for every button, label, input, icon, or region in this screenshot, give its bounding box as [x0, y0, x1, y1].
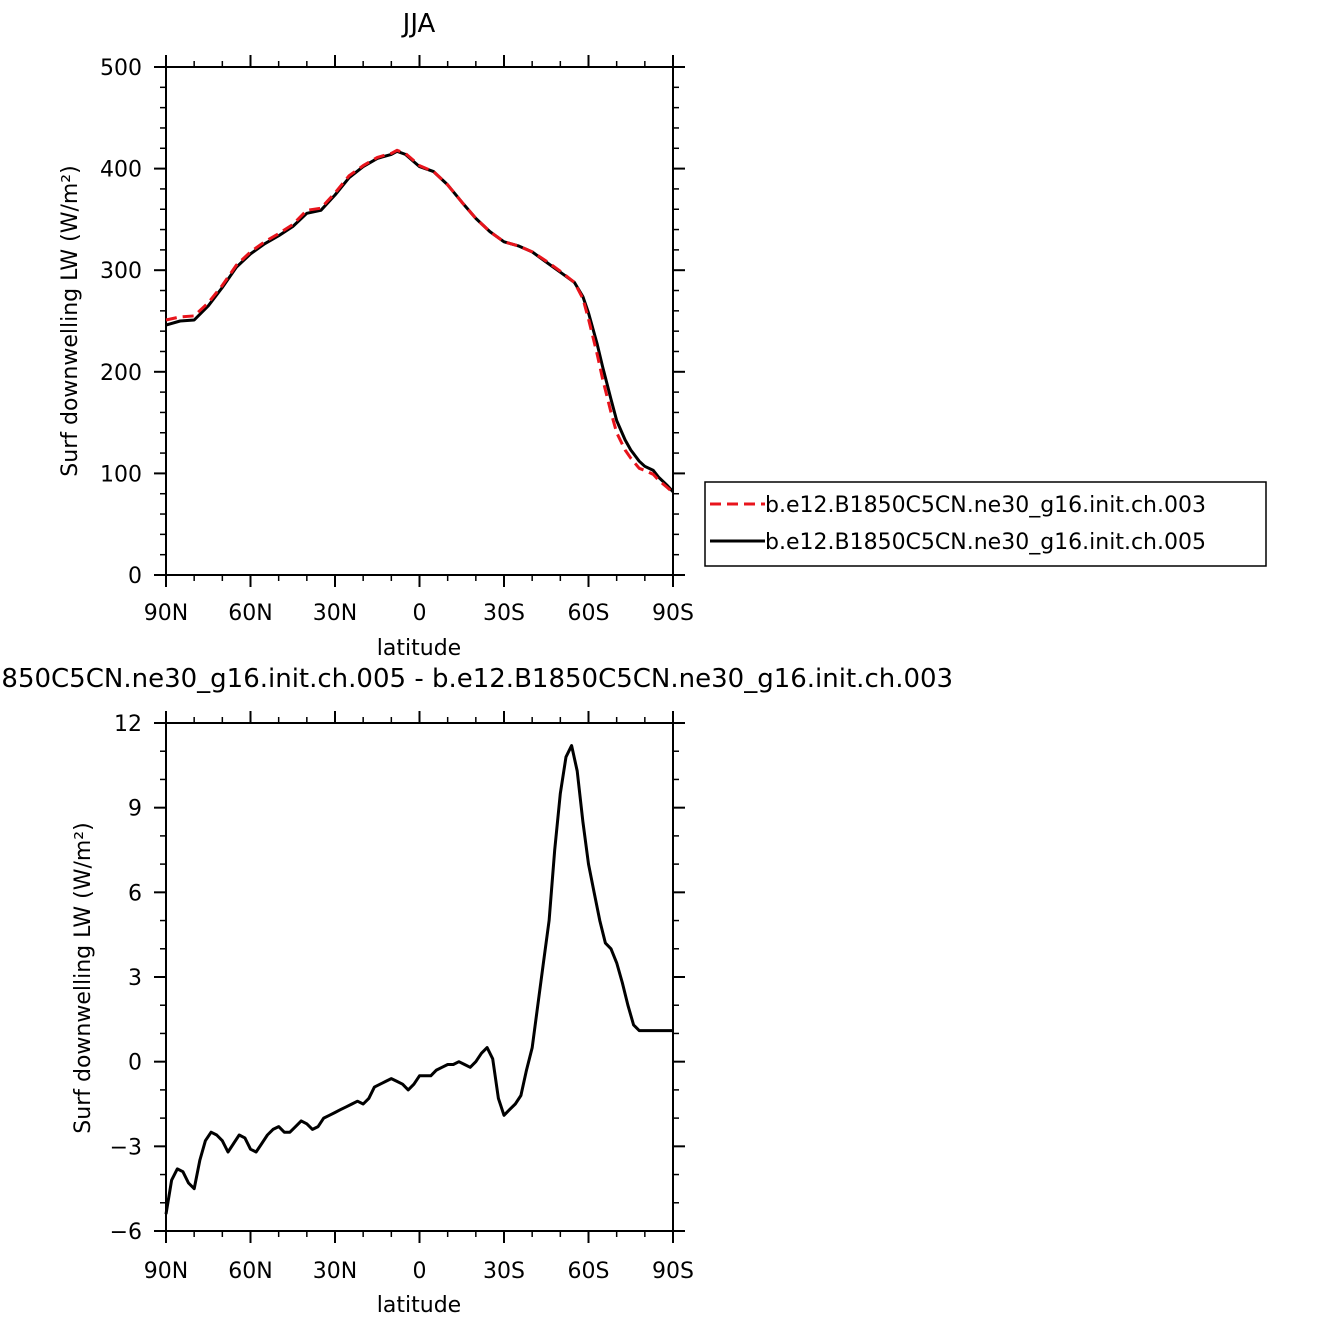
bottom-x-axis-label: latitude: [377, 1293, 461, 1318]
top-y-tick-label: 100: [100, 462, 142, 487]
top-y-tick-label: 300: [100, 259, 142, 284]
top-chart-title: JJA: [401, 9, 436, 39]
legend-box: [704, 481, 1267, 567]
bottom-x-tick-label: 30S: [483, 1259, 525, 1284]
bottom-panel: b.e12.B1850C5CN.ne30_g16.init.ch.005 - b…: [0, 664, 953, 1318]
top-y-tick-label: 500: [100, 56, 142, 81]
bottom-chart-title: b.e12.B1850C5CN.ne30_g16.init.ch.005 - b…: [0, 664, 953, 694]
bottom-x-tick-label: 60N: [228, 1259, 272, 1284]
bottom-plot-area: −6 −3 0 3 6 9 12 90N 60N 30N 0 30S 60S 90S: [110, 711, 694, 1284]
bottom-y-tick-label: −6: [110, 1220, 142, 1245]
top-x-tick-label: 60N: [228, 601, 272, 626]
bottom-y-tick-label: 3: [128, 966, 142, 991]
top-y-tick-label: 200: [100, 361, 142, 386]
top-series-line-003: [165, 148, 675, 494]
top-x-tick-label: 60S: [568, 601, 610, 626]
bottom-x-tick-label: 90S: [652, 1259, 694, 1284]
bottom-x-tick-label: 30N: [313, 1259, 357, 1284]
bottom-y-tick-label: −3: [110, 1135, 142, 1160]
top-y-axis-label: Surf downwelling LW (W/m²): [58, 165, 83, 476]
bottom-y-axis-label: Surf downwelling LW (W/m²): [71, 822, 96, 1133]
bottom-x-tick-label: 90N: [144, 1259, 188, 1284]
legend-label-series-005: b.e12.B1850C5CN.ne30_g16.init.ch.005: [765, 530, 1206, 555]
bottom-plot-frame: [165, 722, 674, 1232]
bottom-x-tick-label: 60S: [568, 1259, 610, 1284]
bottom-difference-line: [164, 744, 673, 1215]
top-y-tick-label: 400: [100, 158, 142, 183]
legend-label-series-003: b.e12.B1850C5CN.ne30_g16.init.ch.003: [765, 493, 1206, 518]
top-x-tick-label: 90N: [144, 601, 188, 626]
bottom-y-tick-label: 9: [128, 797, 142, 822]
bottom-y-tick-label: 6: [128, 881, 142, 906]
legend: b.e12.B1850C5CN.ne30_g16.init.ch.003 b.e…: [704, 481, 1267, 567]
top-x-tick-label: 0: [413, 601, 427, 626]
top-x-tick-label: 30N: [313, 601, 357, 626]
bottom-y-tick-label: 0: [128, 1051, 142, 1076]
top-y-tick-label: 0: [128, 564, 142, 589]
top-x-tick-label: 90S: [652, 601, 694, 626]
top-plot-area: 0 100 200 300 400 500 90N 60N 30N 0 30S 60S 90S: [100, 55, 694, 626]
top-plot-frame: [165, 66, 674, 576]
bottom-y-tick-label: 12: [114, 712, 142, 737]
bottom-x-tick-label: 0: [413, 1259, 427, 1284]
top-x-axis-label: latitude: [377, 636, 461, 661]
top-series-line-005: [165, 149, 675, 493]
top-x-tick-label: 30S: [483, 601, 525, 626]
